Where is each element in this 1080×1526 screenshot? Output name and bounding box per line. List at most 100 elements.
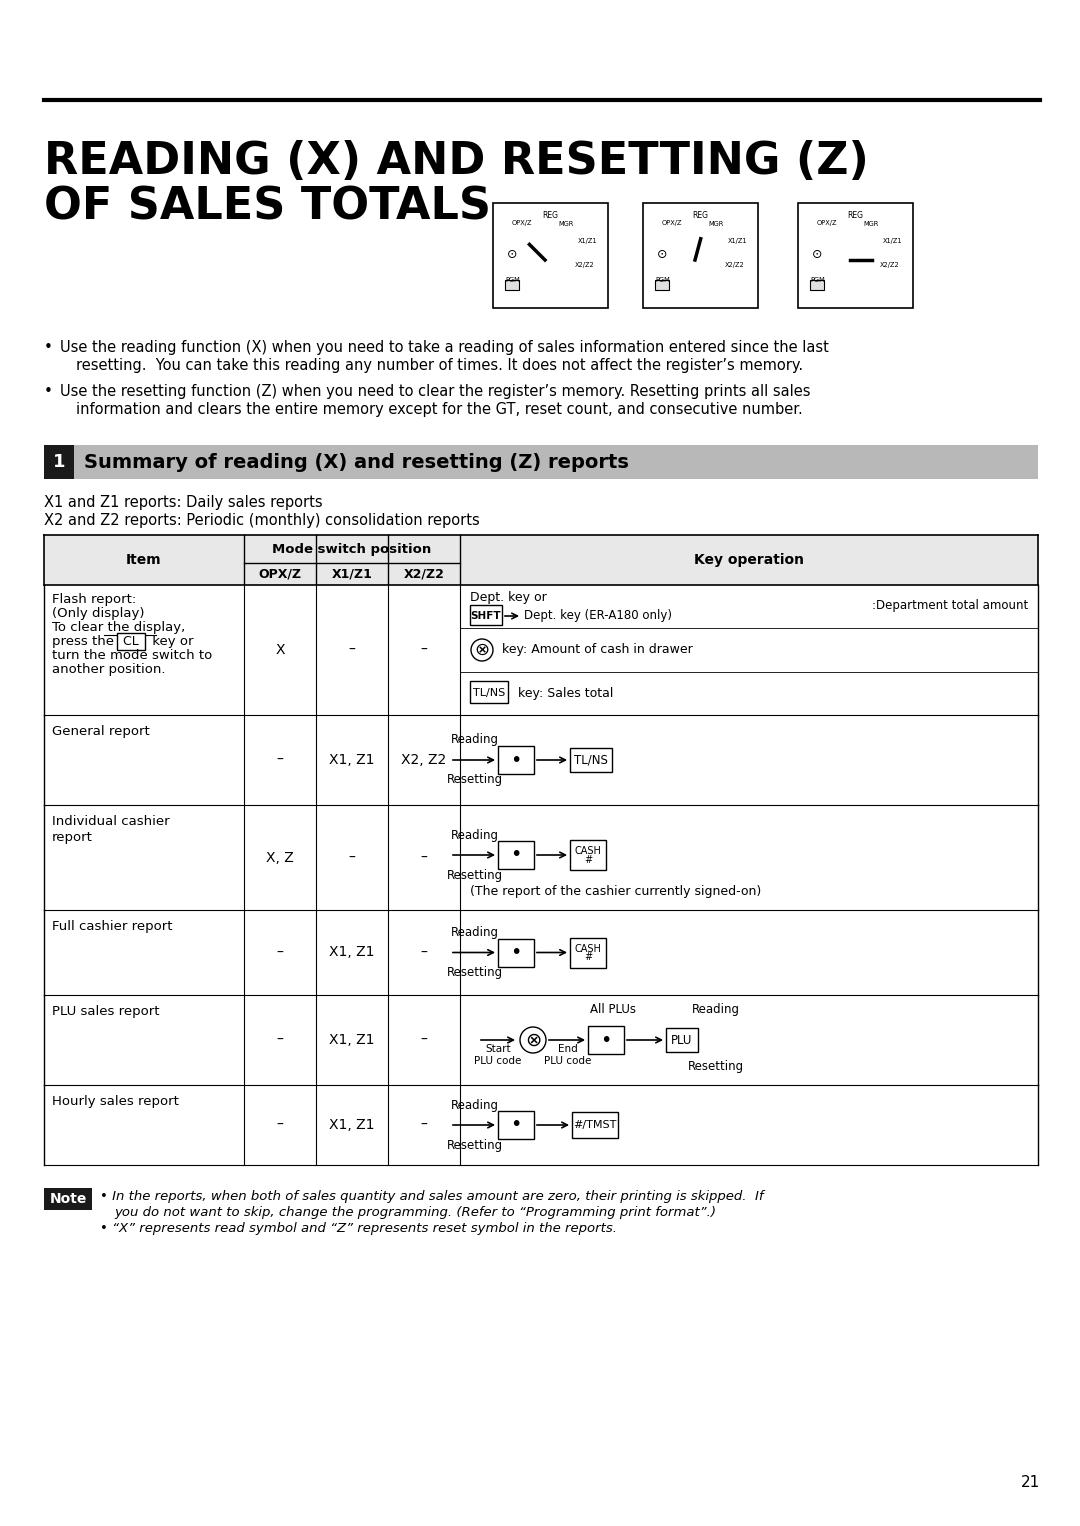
Text: CASH: CASH [575,943,602,954]
Text: #: # [584,855,592,865]
Text: X: X [275,642,285,658]
Bar [498,841,534,868]
Text: information and clears the entire memory except for the GT, reset count, and con: information and clears the entire memory… [76,401,802,417]
Circle shape [519,1027,546,1053]
Text: SHFT: SHFT [471,610,501,621]
Text: Flash report:: Flash report: [52,594,136,606]
Text: PGM: PGM [654,276,670,282]
Text: REG: REG [542,211,558,220]
Text: Reading: Reading [692,1003,740,1016]
Text: Reading: Reading [451,1099,499,1111]
Text: • “X” represents read symbol and “Z” represents reset symbol in the reports.: • “X” represents read symbol and “Z” rep… [100,1222,617,1235]
Text: Reading: Reading [451,829,499,841]
Text: To clear the display,: To clear the display, [52,621,186,633]
Text: End
PLU code: End PLU code [544,1044,592,1065]
Text: ⊙: ⊙ [657,249,667,261]
Text: ⊙: ⊙ [812,249,822,261]
Text: (The report of the cashier currently signed-on): (The report of the cashier currently sig… [470,885,761,897]
Text: #: # [584,952,592,963]
Text: Resetting: Resetting [447,774,503,786]
Text: Resetting: Resetting [447,966,503,980]
Text: •: • [600,1030,611,1050]
Text: Start
PLU code: Start PLU code [474,1044,522,1065]
Bar [810,279,824,290]
Text: • In the reports, when both of sales quantity and sales amount are zero, their p: • In the reports, when both of sales qua… [100,1190,764,1202]
Bar [797,203,913,308]
Text: TL/NS: TL/NS [473,688,505,697]
Bar [44,806,1038,909]
Bar [44,909,1038,995]
Text: ⊗: ⊗ [525,1030,541,1050]
Bar [44,995,1038,1085]
Bar [44,584,1038,716]
Circle shape [471,639,492,661]
Text: OF SALES TOTALS: OF SALES TOTALS [44,185,491,227]
Text: PLU sales report: PLU sales report [52,1006,160,1018]
Bar [572,1112,618,1138]
Text: OPX/Z: OPX/Z [662,220,683,226]
Text: Key operation: Key operation [694,552,804,568]
Bar [44,446,1038,479]
Bar [666,1029,698,1051]
Text: Dept. key or: Dept. key or [470,592,546,604]
Text: General report: General report [52,725,150,739]
Text: •: • [44,385,53,398]
Text: X2/Z2: X2/Z2 [725,261,745,267]
Text: Resetting: Resetting [447,1138,503,1152]
Text: 1: 1 [53,453,65,472]
Text: X2/Z2: X2/Z2 [404,568,445,580]
Text: –: – [276,1119,283,1132]
Bar [470,681,508,703]
Text: X1/Z1: X1/Z1 [578,238,597,244]
Text: X1 and Z1 reports: Daily sales reports: X1 and Z1 reports: Daily sales reports [44,494,323,510]
Text: X1/Z1: X1/Z1 [728,238,747,244]
Text: CL: CL [119,635,143,649]
Text: X2 and Z2 reports: Periodic (monthly) consolidation reports: X2 and Z2 reports: Periodic (monthly) co… [44,513,480,528]
Circle shape [847,256,853,262]
Text: –: – [420,642,428,658]
Bar [44,536,1038,584]
Text: –: – [420,1119,428,1132]
Text: key: Amount of cash in drawer: key: Amount of cash in drawer [498,644,692,656]
Text: Reading: Reading [451,926,499,938]
Circle shape [542,256,548,262]
Bar [498,938,534,966]
Text: Item: Item [126,552,162,568]
Text: •: • [511,845,522,865]
Text: #/TMST: #/TMST [573,1120,617,1129]
Text: •: • [511,943,522,961]
Bar [654,279,669,290]
Text: •: • [511,1116,522,1134]
Text: Reading: Reading [451,734,499,746]
Bar [44,446,75,479]
Text: press the: press the [52,635,114,649]
Text: –: – [420,946,428,960]
Text: READING (X) AND RESETTING (Z): READING (X) AND RESETTING (Z) [44,140,869,183]
Text: resetting.  You can take this reading any number of times. It does not affect th: resetting. You can take this reading any… [76,359,804,372]
Text: MGR: MGR [863,220,878,226]
Text: MGR: MGR [558,220,573,226]
Text: Mode switch position: Mode switch position [272,543,432,555]
Text: turn the mode switch to: turn the mode switch to [52,649,213,662]
Text: –: – [420,1033,428,1047]
Text: Resetting: Resetting [447,868,503,882]
Bar [44,716,1038,806]
Text: X2/Z2: X2/Z2 [880,261,900,267]
Text: Use the resetting function (Z) when you need to clear the register’s memory. Res: Use the resetting function (Z) when you … [60,385,810,398]
Text: X, Z: X, Z [266,850,294,865]
Bar [498,746,534,774]
Text: X2/Z2: X2/Z2 [575,261,595,267]
Text: :Department total amount: :Department total amount [872,600,1028,612]
Bar [570,748,612,772]
Text: –: – [349,642,355,658]
Text: key: Sales total: key: Sales total [514,687,613,699]
Text: MGR: MGR [708,220,724,226]
Text: REG: REG [847,211,863,220]
Text: Full cashier report: Full cashier report [52,920,173,932]
Bar [570,839,606,870]
Bar [498,1111,534,1138]
Text: 21: 21 [1021,1476,1040,1489]
Text: OPX/Z: OPX/Z [512,220,532,226]
Bar [492,203,607,308]
Text: Individual cashier: Individual cashier [52,815,170,829]
